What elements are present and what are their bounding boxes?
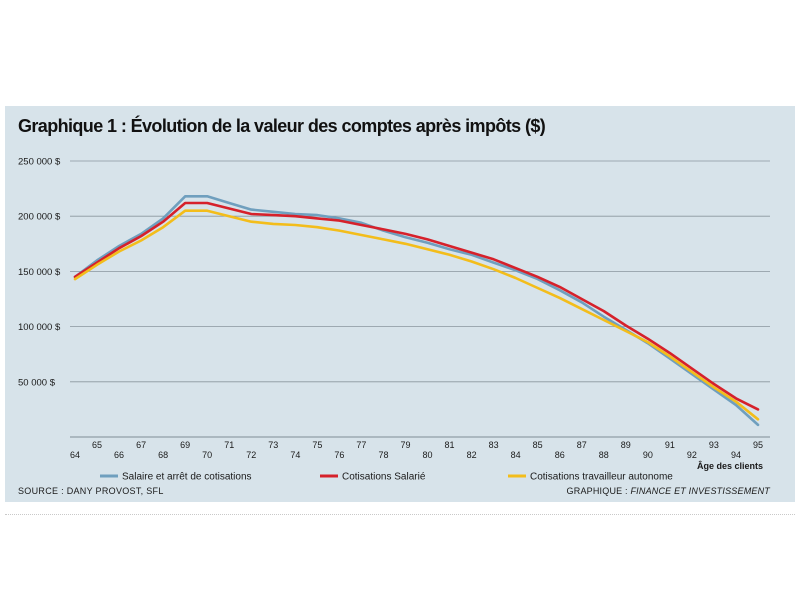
bottom-rule: [5, 514, 795, 515]
x-tick-label: 72: [246, 450, 256, 460]
x-axis-label: Âge des clients: [697, 460, 763, 471]
x-tick-label: 75: [312, 440, 322, 450]
x-tick-label: 91: [665, 440, 675, 450]
graphic-credit: GRAPHIQUE : FINANCE ET INVESTISSEMENT: [567, 486, 770, 496]
x-tick-label: 77: [356, 440, 366, 450]
y-tick-label: 250 000 $: [18, 157, 61, 168]
legend-label: Cotisations travailleur autonome: [530, 472, 673, 483]
series-line: [73, 209, 760, 421]
x-tick-label: 84: [511, 450, 521, 460]
x-axis-ticks: 64 65 66 67 68 69 70 71 72 73 74 75 76 77 78 79 80 81 82 83…: [70, 440, 763, 460]
series-line: [73, 195, 760, 427]
x-tick-label: 71: [224, 440, 234, 450]
y-tick-label: 150 000 $: [18, 267, 61, 278]
x-tick-label: 82: [467, 450, 477, 460]
chart-panel: [5, 106, 795, 502]
x-tick-label: 67: [136, 440, 146, 450]
credit-name: FINANCE ET INVESTISSEMENT: [630, 486, 770, 496]
x-tick-label: 64: [70, 450, 80, 460]
x-tick-label: 86: [555, 450, 565, 460]
x-tick-label: 88: [599, 450, 609, 460]
y-tick-label: 200 000 $: [18, 212, 61, 223]
gridlines: [70, 160, 770, 438]
x-tick-label: 78: [378, 450, 388, 460]
legend-label: Salaire et arrêt de cotisations: [122, 472, 252, 483]
series-lines: [73, 195, 760, 427]
x-tick-label: 70: [202, 450, 212, 460]
x-tick-label: 66: [114, 450, 124, 460]
x-tick-label: 89: [621, 440, 631, 450]
x-tick-label: 69: [180, 440, 190, 450]
x-tick-label: 90: [643, 450, 653, 460]
x-tick-label: 81: [445, 440, 455, 450]
source-note: SOURCE : DANY PROVOST, SFL: [18, 486, 164, 496]
credit-prefix: GRAPHIQUE :: [566, 486, 631, 496]
legend-label: Cotisations Salarié: [342, 472, 426, 483]
y-tick-label: 100 000 $: [18, 322, 61, 333]
x-tick-label: 87: [577, 440, 587, 450]
x-tick-label: 79: [400, 440, 410, 450]
x-tick-label: 65: [92, 440, 102, 450]
x-tick-label: 93: [709, 440, 719, 450]
x-tick-label: 68: [158, 450, 168, 460]
x-tick-label: 76: [334, 450, 344, 460]
x-tick-label: 80: [423, 450, 433, 460]
legend: Salaire et arrêt de cotisations Cotisatio…: [100, 472, 673, 483]
series-line: [73, 201, 760, 411]
chart-title: Graphique 1 : Évolution de la valeur des…: [18, 116, 546, 136]
x-tick-label: 83: [489, 440, 499, 450]
x-tick-label: 85: [533, 440, 543, 450]
x-tick-label: 94: [731, 450, 741, 460]
x-tick-label: 73: [268, 440, 278, 450]
x-tick-label: 92: [687, 450, 697, 460]
y-tick-label: 50 000 $: [18, 377, 56, 388]
x-tick-label: 74: [290, 450, 300, 460]
y-axis-ticks: 50 000 $ 100 000 $ 150 000 $ 200 000 $ 250 0…: [18, 157, 61, 389]
x-tick-label: 95: [753, 440, 763, 450]
